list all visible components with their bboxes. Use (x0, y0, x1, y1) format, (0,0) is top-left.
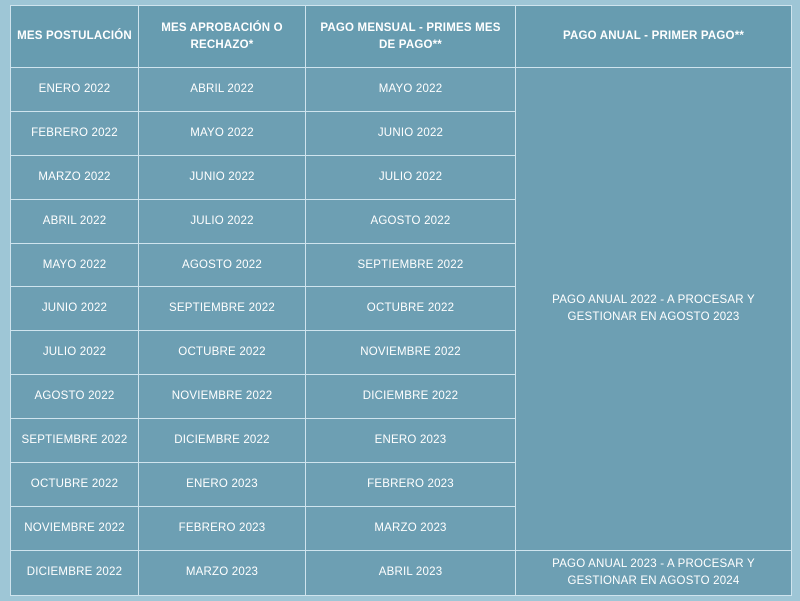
cell-mes-aprobacion: JUNIO 2022 (138, 154, 306, 200)
cell-mes-postulacion: SEPTIEMBRE 2022 (10, 418, 139, 463)
cell-mes-postulacion: AGOSTO 2022 (10, 374, 139, 419)
table-header-row: MES POSTULACIÓN MES APROBACIÓN O RECHAZO… (10, 5, 792, 68)
cell-pago-mensual: OCTUBRE 2022 (305, 286, 516, 332)
cell-mes-aprobacion: JULIO 2022 (138, 198, 306, 244)
cell-mes-aprobacion: MARZO 2023 (138, 549, 306, 597)
cell-mes-postulacion: ENERO 2022 (10, 67, 139, 112)
cell-mes-aprobacion: FEBRERO 2023 (138, 505, 306, 551)
cell-pago-mensual: MAYO 2022 (305, 67, 516, 112)
cell-pago-mensual: JUNIO 2022 (305, 110, 516, 156)
table-row: AGOSTO 2022 NOVIEMBRE 2022 DICIEMBRE 202… (10, 374, 792, 419)
cell-pago-mensual: SEPTIEMBRE 2022 (305, 242, 516, 288)
cell-mes-aprobacion: ABRIL 2022 (138, 67, 306, 112)
table-row: MARZO 2022 JUNIO 2022 JULIO 2022 (10, 154, 792, 200)
column-header-pago-anual: PAGO ANUAL - PRIMER PAGO** (515, 5, 792, 68)
cell-mes-aprobacion: ENERO 2023 (138, 461, 306, 507)
payment-schedule-table: MES POSTULACIÓN MES APROBACIÓN O RECHAZO… (10, 5, 792, 597)
cell-mes-aprobacion: OCTUBRE 2022 (138, 330, 306, 376)
cell-pago-mensual: ABRIL 2023 (305, 549, 516, 597)
cell-mes-aprobacion: NOVIEMBRE 2022 (138, 374, 306, 419)
table-row: OCTUBRE 2022 ENERO 2023 FEBRERO 2023 (10, 461, 792, 507)
cell-mes-aprobacion: MAYO 2022 (138, 110, 306, 156)
table-row: DICIEMBRE 2022 MARZO 2023 ABRIL 2023 PAG… (10, 549, 792, 597)
cell-mes-postulacion: OCTUBRE 2022 (10, 461, 139, 507)
cell-mes-postulacion: JULIO 2022 (10, 330, 139, 376)
column-header-mes-aprobacion-o-rechazo: MES APROBACIÓN O RECHAZO* (138, 5, 306, 68)
cell-mes-postulacion: JUNIO 2022 (10, 286, 139, 332)
cell-pago-mensual: NOVIEMBRE 2022 (305, 330, 516, 376)
table-row: FEBRERO 2022 MAYO 2022 JUNIO 2022 (10, 110, 792, 156)
table-row: JUNIO 2022 SEPTIEMBRE 2022 OCTUBRE 2022 (10, 286, 792, 332)
cell-mes-aprobacion: DICIEMBRE 2022 (138, 418, 306, 463)
column-header-pago-mensual: PAGO MENSUAL - PRIMES MES DE PAGO** (305, 5, 516, 68)
cell-pago-anual-2022: PAGO ANUAL 2022 - A PROCESAR Y GESTIONAR… (515, 67, 792, 551)
cell-mes-postulacion: DICIEMBRE 2022 (10, 549, 139, 597)
table-body: ENERO 2022 ABRIL 2022 MAYO 2022 PAGO ANU… (10, 67, 792, 597)
table-row: ABRIL 2022 JULIO 2022 AGOSTO 2022 (10, 198, 792, 244)
cell-mes-postulacion: MAYO 2022 (10, 242, 139, 288)
table-header: MES POSTULACIÓN MES APROBACIÓN O RECHAZO… (10, 5, 792, 68)
cell-pago-mensual: FEBRERO 2023 (305, 461, 516, 507)
cell-pago-anual-2023: PAGO ANUAL 2023 - A PROCESAR Y GESTIONAR… (515, 549, 792, 597)
cell-mes-aprobacion: SEPTIEMBRE 2022 (138, 286, 306, 332)
table-row: NOVIEMBRE 2022 FEBRERO 2023 MARZO 2023 (10, 505, 792, 551)
cell-pago-mensual: JULIO 2022 (305, 154, 516, 200)
cell-pago-mensual: MARZO 2023 (305, 505, 516, 551)
table-row: MAYO 2022 AGOSTO 2022 SEPTIEMBRE 2022 (10, 242, 792, 288)
cell-mes-postulacion: NOVIEMBRE 2022 (10, 505, 139, 551)
table-row: JULIO 2022 OCTUBRE 2022 NOVIEMBRE 2022 (10, 330, 792, 376)
cell-mes-aprobacion: AGOSTO 2022 (138, 242, 306, 288)
cell-mes-postulacion: ABRIL 2022 (10, 198, 139, 244)
cell-pago-mensual: AGOSTO 2022 (305, 198, 516, 244)
table-row: ENERO 2022 ABRIL 2022 MAYO 2022 PAGO ANU… (10, 67, 792, 551)
cell-pago-mensual: ENERO 2023 (305, 418, 516, 463)
cell-pago-mensual: DICIEMBRE 2022 (305, 374, 516, 419)
cell-mes-postulacion: FEBRERO 2022 (10, 110, 139, 156)
column-header-mes-postulacion: MES POSTULACIÓN (10, 5, 139, 68)
cell-mes-postulacion: MARZO 2022 (10, 154, 139, 200)
table-row: SEPTIEMBRE 2022 DICIEMBRE 2022 ENERO 202… (10, 418, 792, 463)
